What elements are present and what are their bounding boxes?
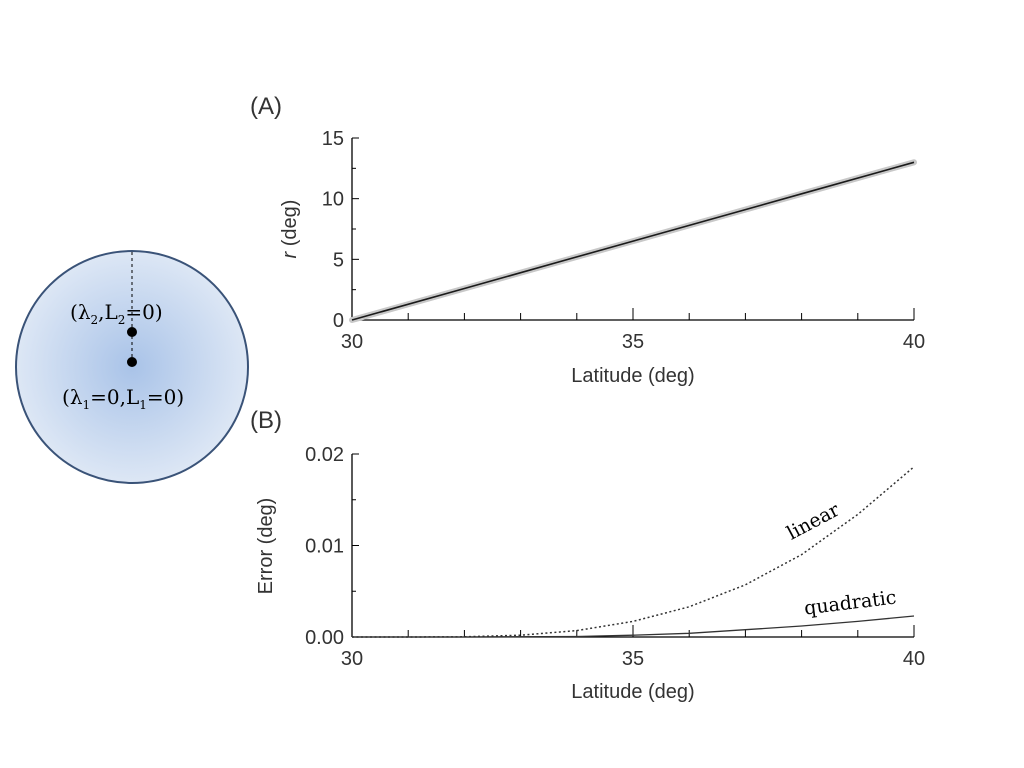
panel-b-ticks: 30 35 40 0.00 0.01 0.02 <box>305 444 925 670</box>
panel-b-x-axis-label: Latitude (deg) <box>571 681 694 703</box>
point-2-marker <box>127 327 137 337</box>
panel-b-x-tick-label: 30 <box>341 648 363 670</box>
series-label-quadratic: quadratic <box>803 586 898 619</box>
panel-b-y-tick-label: 0.00 <box>305 627 344 649</box>
series-label-linear: linear <box>783 498 844 544</box>
panel-a-y-axis-label: r (deg) <box>279 200 301 259</box>
point-1-label: (λ1=0,L1=0) <box>62 385 184 412</box>
panel-a-y-tick-label: 0 <box>333 310 344 332</box>
panel-b-x-tick-label: 35 <box>622 648 644 670</box>
panel-a-x-tick-label: 30 <box>341 331 363 353</box>
panel-a-label: (A) <box>250 93 282 120</box>
panel-a-x-tick-label: 40 <box>903 331 925 353</box>
panel-a-x-axis-label: Latitude (deg) <box>571 365 694 387</box>
panel-a-y-tick-label: 15 <box>322 128 344 150</box>
panel-b-y-tick-label: 0.02 <box>305 444 344 466</box>
panel-a-ticks: 30 35 40 0 5 10 15 <box>322 128 925 353</box>
panel-a-y-tick-label: 5 <box>333 249 344 271</box>
point-1-marker <box>127 357 137 367</box>
panel-a-series-line <box>351 161 915 321</box>
series-line-linear <box>352 466 915 638</box>
chart-panel-b: (B) 30 35 40 0.00 0.01 0.02 Latitude (deg) Er… <box>250 407 925 703</box>
panel-a-series <box>349 159 917 323</box>
panel-b-series <box>352 466 915 638</box>
panel-b-y-axis-label: Error (deg) <box>255 498 277 595</box>
panel-a-y-tick-label: 10 <box>322 189 344 211</box>
globe-diagram: (λ2,L2=0) (λ1=0,L1=0) <box>15 250 249 484</box>
panel-a-x-tick-label: 35 <box>622 331 644 353</box>
series-line-quadratic <box>352 615 915 638</box>
point-2-label: (λ2,L2=0) <box>70 300 163 327</box>
panel-b-label: (B) <box>250 407 282 434</box>
chart-panel-a: (A) 30 35 40 0 5 10 15 Latitude (deg) r (deg) <box>250 93 925 387</box>
panel-b-y-tick-label: 0.01 <box>305 536 344 558</box>
panel-b-x-tick-label: 40 <box>903 648 925 670</box>
